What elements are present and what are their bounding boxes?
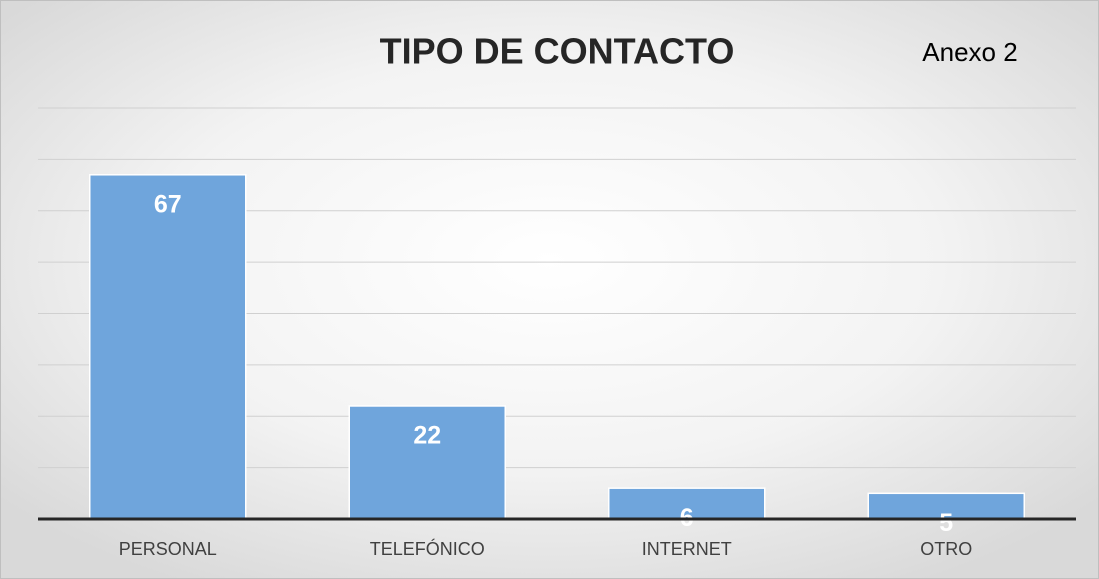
chart-title: TIPO DE CONTACTO (380, 31, 735, 72)
x-tick-label: PERSONAL (119, 539, 217, 559)
bar (867, 492, 1025, 520)
annotation: Anexo 2 (922, 37, 1017, 67)
data-label: 5 (939, 509, 953, 537)
data-label: 67 (154, 190, 182, 218)
x-tick-label: TELEFÓNICO (370, 538, 485, 559)
x-tick-label: INTERNET (642, 539, 732, 559)
data-label: 22 (413, 422, 441, 450)
bar (89, 174, 247, 520)
x-tick-label: OTRO (920, 539, 972, 559)
